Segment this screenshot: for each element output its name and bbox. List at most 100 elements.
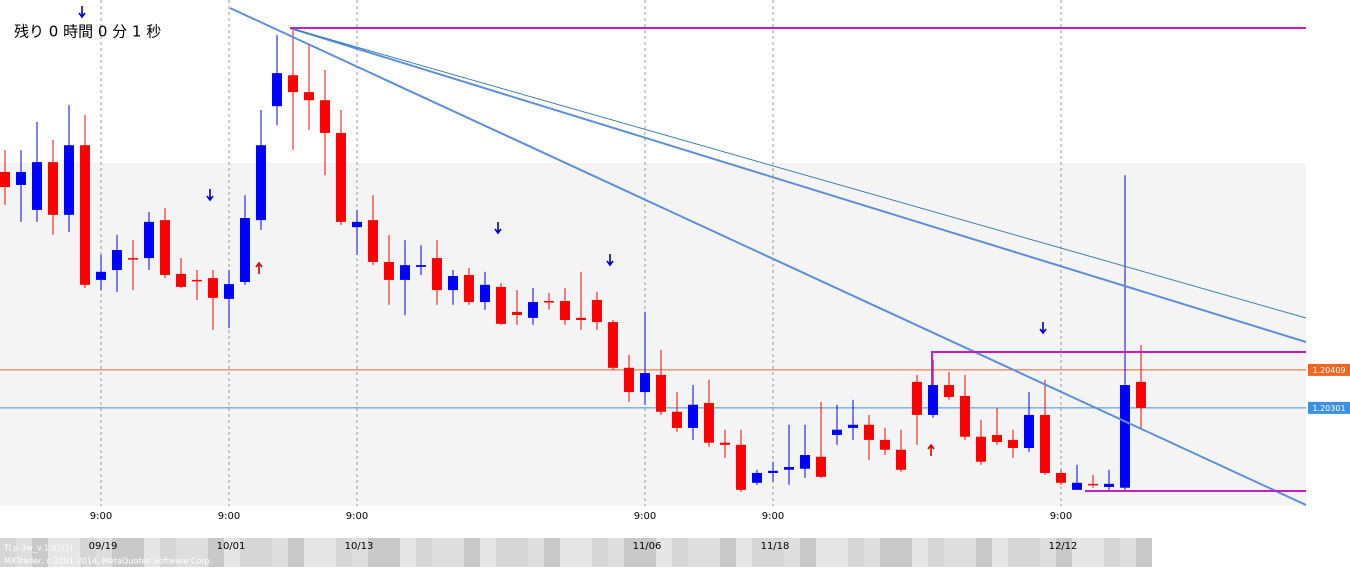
strip-cell <box>320 538 336 567</box>
strip-cell <box>112 538 128 567</box>
trend-line <box>289 27 1307 319</box>
labels: TLp-3w_v.1.01(1) MXTrader, c 2001-2014, M… <box>3 363 1350 566</box>
candle-body <box>1088 483 1098 486</box>
strip-cell <box>608 538 624 567</box>
strip-cell <box>992 538 1008 567</box>
strip-cell <box>768 538 784 567</box>
strip-cell <box>1072 538 1088 567</box>
strip-cell <box>416 538 432 567</box>
candle-body <box>816 456 826 477</box>
strip-cell <box>816 538 832 567</box>
candle-body <box>416 265 426 267</box>
candle-body <box>480 284 490 303</box>
candle-body <box>224 284 234 299</box>
strip-cell <box>880 538 896 567</box>
x-date-label: 11/06 <box>633 541 662 552</box>
candle-body <box>688 404 698 428</box>
strip-cell <box>224 538 240 567</box>
strip-cell <box>368 538 384 567</box>
up-arrow <box>927 443 935 456</box>
strip-cell <box>160 538 176 567</box>
candle-body <box>736 444 746 490</box>
strip-cell <box>704 538 720 567</box>
strip-cell <box>192 538 208 567</box>
candle-body <box>896 449 906 470</box>
strip-cell <box>272 538 288 567</box>
strip-cell <box>1136 538 1152 567</box>
strip-cell <box>592 538 608 567</box>
strip-cell <box>640 538 656 567</box>
strip-cell <box>976 538 992 567</box>
strip-cell <box>240 538 256 567</box>
candle-body <box>640 373 650 393</box>
strip-cell <box>128 538 144 567</box>
trend-line <box>229 7 1307 506</box>
candle-body <box>960 395 970 437</box>
candle-body <box>832 429 842 435</box>
strip-cell <box>848 538 864 567</box>
drawings <box>229 7 1307 506</box>
strip-cell <box>720 538 736 567</box>
countdown: 残り 0 時間 0 分 1 秒 <box>14 23 161 41</box>
candle-body <box>1072 482 1082 490</box>
candle-body <box>592 299 602 323</box>
strip-cell <box>960 538 976 567</box>
footer-text: MXTrader, c 2001-2014, MetaQuotes Softwa… <box>4 557 212 566</box>
strip-cell <box>32 538 48 567</box>
strip-cell <box>752 538 768 567</box>
strip-cell <box>256 538 272 567</box>
x-time-label: 9:00 <box>762 511 784 522</box>
x-date-label: 11/18 <box>761 541 790 552</box>
x-date-label: 10/01 <box>217 541 246 552</box>
price-tag-label: 1.20409 <box>1312 366 1345 375</box>
strip-cell <box>304 538 320 567</box>
candle-body <box>784 466 794 470</box>
candle-body <box>800 455 810 469</box>
strip-cell <box>736 538 752 567</box>
candle-body <box>112 250 122 271</box>
candle-body <box>96 271 106 280</box>
x-time-label: 9:00 <box>346 511 368 522</box>
candle-body <box>880 439 890 450</box>
candle-body <box>176 273 186 287</box>
candle-body <box>384 261 394 280</box>
candles <box>0 30 1146 492</box>
candle-body <box>352 221 362 228</box>
strip-cell <box>784 538 800 567</box>
candle-body <box>192 279 202 282</box>
candle-body <box>464 274 474 303</box>
candle-body <box>976 436 986 462</box>
strip-cell <box>560 538 576 567</box>
candle-body <box>128 258 138 260</box>
price-tag <box>1308 363 1350 376</box>
candle-body <box>32 162 42 210</box>
strip-cell <box>544 538 560 567</box>
candle-body <box>1104 483 1114 488</box>
candle-body <box>544 300 554 303</box>
strip-cell <box>208 538 224 567</box>
bottom-strip <box>0 538 1152 567</box>
down-arrow <box>1039 322 1047 335</box>
candle-body <box>288 75 298 93</box>
candle-body <box>928 385 938 415</box>
candle-body <box>432 258 442 291</box>
strip-cell <box>656 538 672 567</box>
down-arrow <box>606 254 614 267</box>
strip-cell <box>16 538 32 567</box>
strip-cell <box>1120 538 1136 567</box>
candle-body <box>240 218 250 283</box>
level-line <box>931 351 1306 385</box>
strip-cell <box>480 538 496 567</box>
candle-body <box>64 145 74 215</box>
candle-body <box>864 424 874 440</box>
strip-cell <box>80 538 96 567</box>
candle-body <box>560 300 570 320</box>
candle-body <box>160 220 170 275</box>
strip-cell <box>1024 538 1040 567</box>
candle-body <box>624 367 634 393</box>
arrows <box>78 6 1047 456</box>
candle-body <box>448 276 458 291</box>
strip-cell <box>384 538 400 567</box>
strip-cell <box>512 538 528 567</box>
